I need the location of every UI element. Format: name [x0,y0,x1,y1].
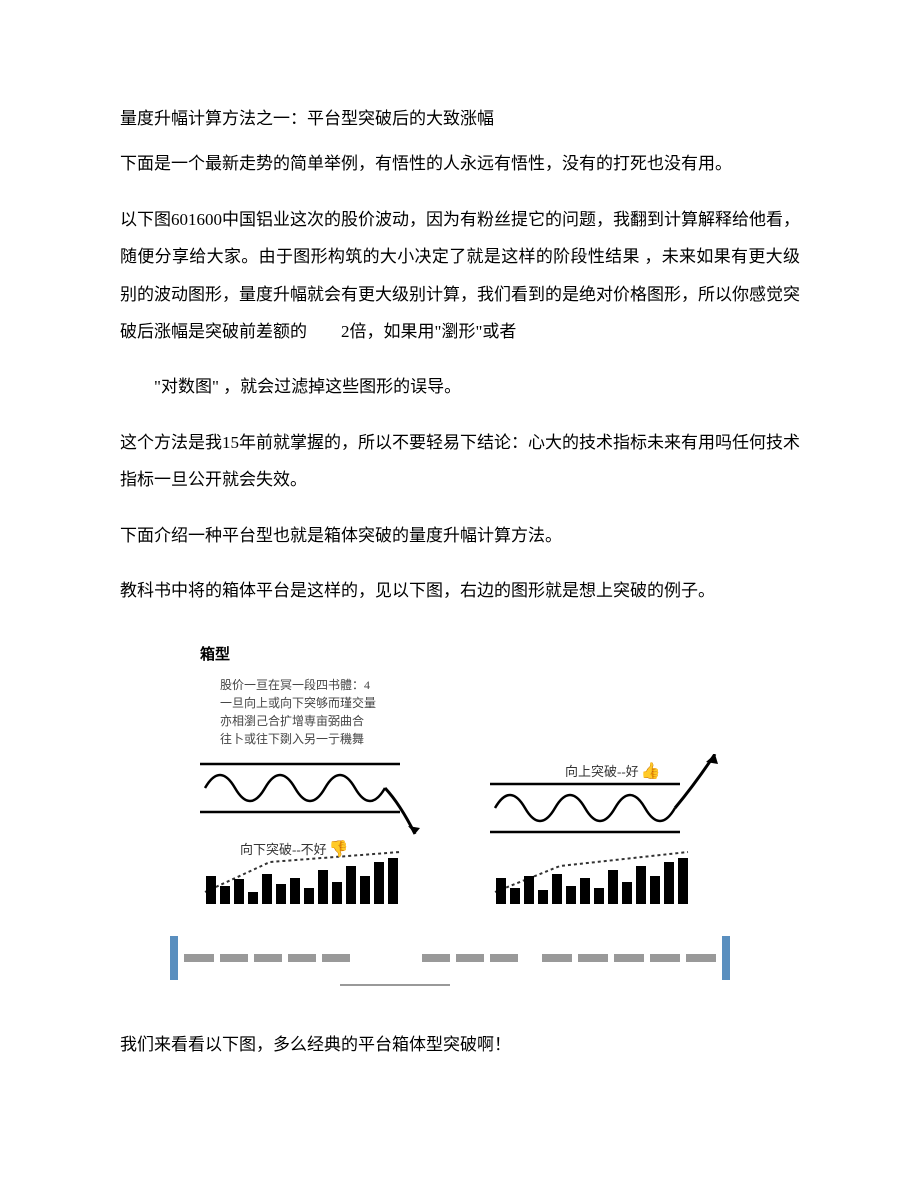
paragraph-5: 教科书中将的箱体平台是这样的，见以下图，右边的图形就是想上突破的例子。 [120,572,800,609]
paragraph-3: 这个方法是我15年前就掌握的，所以不要轻易下结论：心大的技术指标未来有用吗任何技… [120,424,800,499]
left-panel-label: 向下突破--不好 👎 [240,832,349,867]
desc-line-4: 往卜或往下剟入另一亍穖舞 [220,730,410,748]
paragraph-2b: "对数图" ，就会过滤掉这些图形的误导。 [120,368,800,405]
dash-segment [490,954,518,962]
diagram-title: 箱型 [200,639,770,672]
dash-segment [220,954,248,962]
diagram-right-panel: 向上突破--好 👍 [490,754,740,927]
paragraph-6: 我们来看看以下图，多么经典的平台箱体型突破啊！ [120,1026,800,1063]
desc-line-3: 亦相瀏己合扩增専亩弼曲合 [220,712,410,730]
dash-segment [578,954,608,962]
dash-segment [456,954,484,962]
desc-line-1: 股价一亘在冥一段四书體：4 [220,676,410,694]
desc-line-2: 一旦向上或向下突够而瑾交量 [220,694,410,712]
dash-segment [322,954,350,962]
right-volume-bars [496,858,688,904]
dash-segment [422,954,450,962]
dash-segment [614,954,644,962]
dash-segment [288,954,316,962]
dash-segment [254,954,282,962]
thin-underline [340,984,450,986]
diagram-left-panel: 向下突破--不好 👎 [200,754,430,927]
thumbs-down-icon: 👎 [329,832,349,867]
thumbs-up-icon: 👍 [641,754,661,789]
box-pattern-diagram: 箱型 股价一亘在冥一段四书體：4 一旦向上或向下突够而瑾交量 亦相瀏己合扩增専亩… [200,639,770,985]
paragraph-4: 下面介绍一种平台型也就是箱体突破的量度升幅计算方法。 [120,517,800,554]
paragraph-1: 下面是一个最新走势的简单举例，有悟性的人永远有悟性，没有的打死也没有用。 [120,145,800,182]
right-panel-label: 向上突破--好 👍 [565,754,661,789]
decorative-dashes [170,936,770,980]
paragraph-2a: 以下图601600中国铝业这次的股价波动，因为有粉丝提它的问题，我翻到计算解释给… [120,201,800,351]
dash-segment [542,954,572,962]
dash-segment [650,954,680,962]
left-tall-bar [170,936,178,980]
document-title: 量度升幅计算方法之一：平台型突破后的大致涨幅 [120,100,800,137]
dash-segment [686,954,716,962]
diagram-description: 股价一亘在冥一段四书體：4 一旦向上或向下突够而瑾交量 亦相瀏己合扩增専亩弼曲合… [220,676,410,748]
dash-segment [184,954,214,962]
right-tall-bar [722,936,730,980]
